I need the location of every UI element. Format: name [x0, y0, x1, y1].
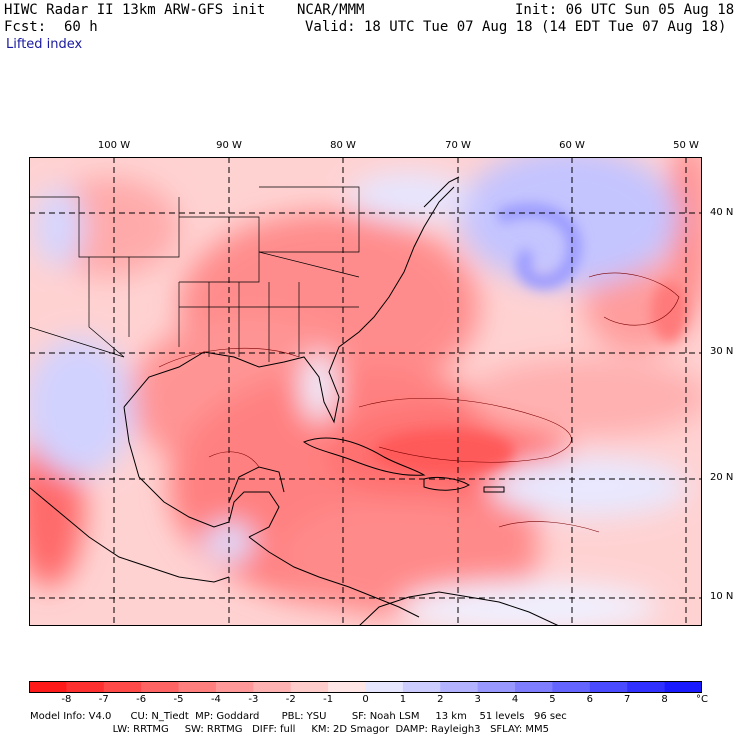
colorbar-segment [253, 681, 292, 693]
lat-label-20n: 20 N [710, 472, 734, 483]
colorbar-segment [440, 681, 479, 693]
colorbar-segment [365, 681, 404, 693]
colorbar-segment [328, 681, 366, 693]
colorbar-tick-label: 7 [624, 694, 631, 705]
model-title: HIWC Radar II 13km ARW-GFS init [4, 2, 266, 18]
lat-label-10n: 10 N [710, 591, 734, 602]
colorbar-segment [290, 681, 329, 693]
lon-label-80w: 80 W [330, 140, 356, 151]
colorbar-segment [477, 681, 516, 693]
colorbar-unit: °C [696, 694, 708, 705]
colorbar-tick-label: 0 [362, 694, 369, 705]
init-time: Init: 06 UTC Sun 05 Aug 18 [515, 2, 735, 18]
lon-label-90w: 90 W [216, 140, 242, 151]
lifted-index-map [29, 157, 702, 626]
forecast-hour: 60 h [64, 19, 98, 35]
colorbar-segment [627, 681, 666, 693]
colorbar-segment [515, 681, 553, 693]
forecast-label: Fcst: [4, 19, 47, 35]
colorbar-segment [66, 681, 105, 693]
colorbar-segment [402, 681, 441, 693]
colorbar-segment [664, 681, 702, 693]
colorbar-segment [589, 681, 628, 693]
model-info-line2: LW: RRTMG SW: RRTMG DIFF: full KM: 2D Sm… [30, 724, 549, 735]
field-name: Lifted index [6, 37, 83, 52]
lon-label-70w: 70 W [445, 140, 471, 151]
colorbar-tick-label: 2 [437, 694, 444, 705]
colorbar-tick-label: -3 [248, 694, 259, 705]
colorbar-tick-label: 6 [586, 694, 594, 705]
colorbar-segment [215, 681, 254, 693]
colorbar-tick-label: 1 [399, 694, 407, 705]
colorbar-segment [103, 681, 142, 693]
color-field [29, 157, 702, 626]
colorbar-outline [29, 681, 702, 693]
lat-label-30n: 30 N [710, 346, 734, 357]
lon-label-60w: 60 W [559, 140, 585, 151]
colorbar-tick-label: -8 [61, 694, 72, 705]
lon-label-50w: 50 W [673, 140, 699, 151]
lat-label-40n: 40 N [710, 207, 734, 218]
colorbar-tick-label: -6 [136, 694, 147, 705]
colorbar-tick-label: -2 [285, 694, 296, 705]
colorbar-segment [29, 681, 67, 693]
lon-label-100w: 100 W [97, 140, 131, 151]
lat-lon-grid [29, 157, 702, 626]
colorbar-tick-label: -4 [210, 694, 221, 705]
colorbar-segment [178, 681, 217, 693]
colorbar-tick-label: 5 [549, 694, 556, 705]
colorbar-tick-label: -5 [173, 694, 184, 705]
colorbar [29, 681, 702, 693]
colorbar-segment [141, 681, 180, 693]
colorbar-tick-label: 4 [511, 694, 519, 705]
colorbar-tick-label: 3 [474, 694, 481, 705]
model-info-line1: Model Info: V4.0 CU: N_Tiedt MP: Goddard… [30, 711, 567, 722]
political-borders [29, 186, 360, 362]
colorbar-tick-label: -7 [98, 694, 109, 705]
colorbar-segment [552, 681, 591, 693]
valid-time: Valid: 18 UTC Tue 07 Aug 18 (14 EDT Tue … [305, 19, 727, 35]
organization-label: NCAR/MMM [297, 2, 365, 18]
colorbar-tick-label: -1 [323, 694, 334, 705]
contour-lines [158, 272, 680, 533]
colorbar-tick-label: 8 [661, 694, 668, 705]
